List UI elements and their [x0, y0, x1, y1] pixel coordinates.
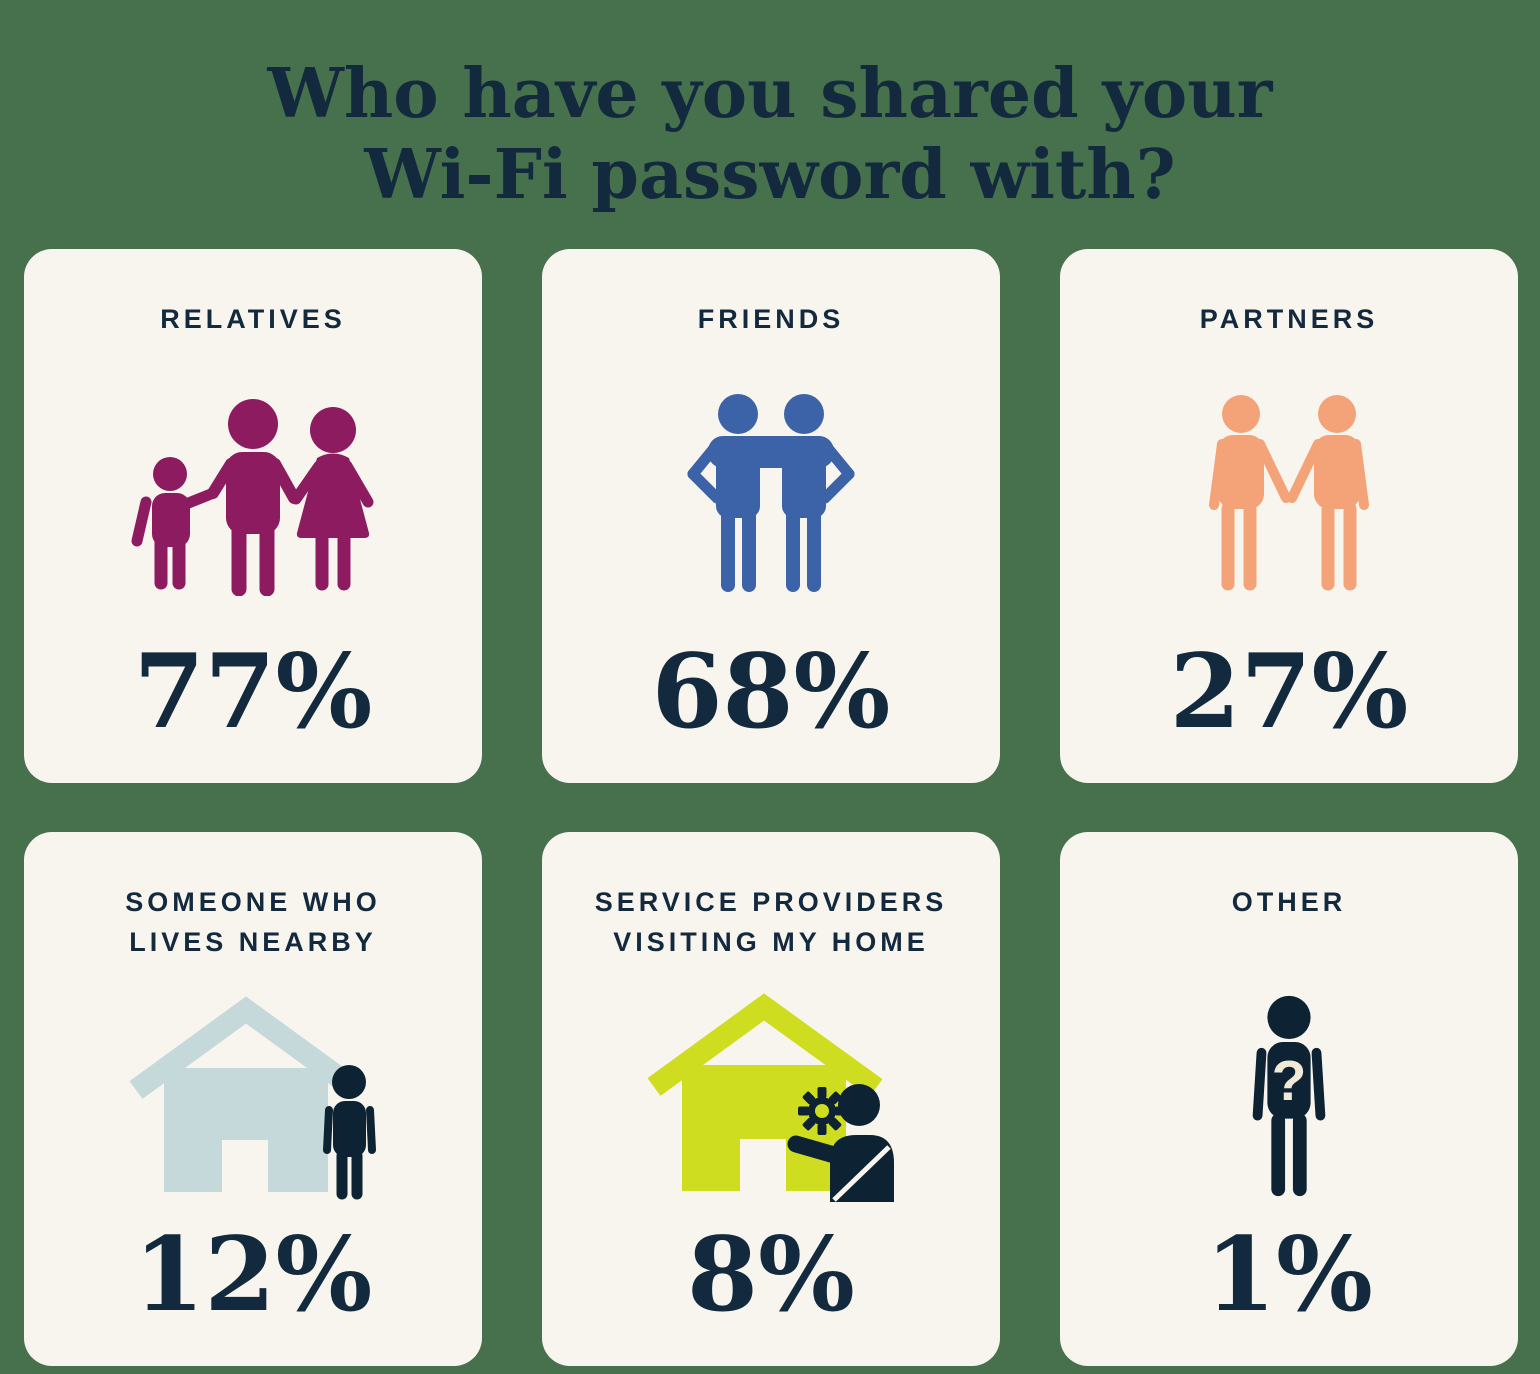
stat-card-someone-nearby: SOMEONE WHO LIVES NEARBY 12%	[24, 831, 482, 1366]
label-line: PARTNERS	[1199, 303, 1379, 334]
category-label-someone-nearby: SOMEONE WHO LIVES NEARBY	[125, 882, 381, 966]
label-line: SERVICE PROVIDERS	[594, 886, 948, 917]
percentage-value-partners: 27%	[1169, 631, 1409, 752]
partners-holding-hands-icon	[1189, 341, 1389, 641]
question-mark-glyph: ?	[1272, 1048, 1307, 1112]
family-icon	[128, 341, 378, 641]
category-label-partners: PARTNERS	[1200, 299, 1379, 341]
gear-glyph	[798, 1087, 846, 1136]
stat-card-partners: PARTNERS 2	[1060, 248, 1518, 783]
stat-card-grid: RELATIVES	[24, 248, 1518, 1366]
house-service-gear-icon	[646, 966, 896, 1224]
label-line: SOMEONE WHO	[125, 886, 381, 917]
person-question-icon: ?	[1235, 966, 1343, 1224]
percentage-value-service-providers: 8%	[687, 1214, 855, 1335]
percentage-value-other: 1%	[1205, 1214, 1373, 1335]
stat-card-relatives: RELATIVES	[24, 248, 482, 783]
percentage-value-friends: 68%	[651, 631, 891, 752]
percentage-value-relatives: 77%	[133, 631, 373, 752]
label-line: OTHER	[1231, 886, 1347, 917]
stat-card-friends: FRIENDS	[542, 248, 1000, 783]
label-line: VISITING MY HOME	[613, 927, 929, 958]
percentage-value-someone-nearby: 12%	[133, 1214, 373, 1335]
label-line: FRIENDS	[697, 303, 845, 334]
stat-card-other: OTHER ? 1%	[1060, 831, 1518, 1366]
label-line: LIVES NEARBY	[129, 927, 377, 958]
page-title: Who have you shared your Wi-Fi password …	[0, 46, 1540, 217]
category-label-relatives: RELATIVES	[160, 299, 346, 341]
category-label-service-providers: SERVICE PROVIDERS VISITING MY HOME	[595, 882, 948, 966]
house-neighbor-icon	[128, 966, 378, 1224]
page-title-line1: Who have you shared your	[267, 53, 1273, 134]
category-label-other: OTHER	[1232, 882, 1347, 966]
infographic-root: { "title": { "line1": "Who have you shar…	[0, 45, 1540, 1374]
label-line: RELATIVES	[160, 303, 346, 334]
friends-icon	[676, 341, 866, 641]
stat-card-service-providers: SERVICE PROVIDERS VISITING MY HOME	[542, 831, 1000, 1366]
page-title-line2: Wi-Fi password with?	[364, 135, 1176, 216]
category-label-friends: FRIENDS	[698, 299, 845, 341]
